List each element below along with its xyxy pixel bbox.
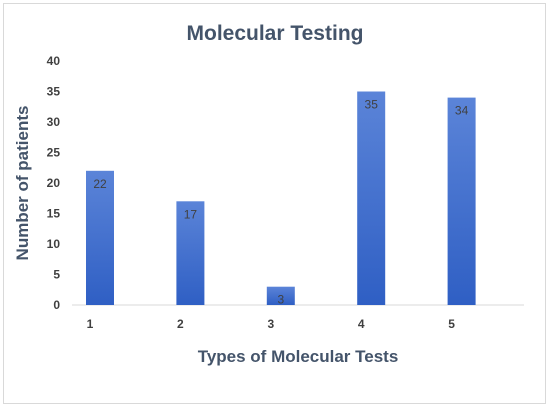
- y-tick-label: 30: [47, 115, 61, 129]
- bar-data-label: 22: [93, 177, 107, 191]
- x-tick-label: 1: [87, 317, 94, 331]
- y-axis-label: Number of patients: [13, 106, 32, 261]
- y-tick-label: 25: [47, 146, 61, 160]
- x-tick-label: 4: [358, 317, 365, 331]
- data-labels: 22 17 3 35 34: [93, 98, 468, 307]
- x-tick-label: 5: [448, 317, 455, 331]
- y-tick-label: 10: [47, 237, 61, 251]
- bar-data-label: 35: [365, 98, 379, 112]
- bar: [176, 201, 205, 305]
- y-tick-label: 35: [47, 85, 61, 99]
- chart-title: Molecular Testing: [187, 22, 364, 45]
- y-tick-labels: 0 5 10 15 20 25 30 35 40: [47, 54, 61, 312]
- y-tick-label: 40: [47, 54, 61, 68]
- y-tick-label: 0: [53, 298, 60, 312]
- y-tick-label: 20: [47, 176, 61, 190]
- bars: [86, 91, 476, 305]
- x-axis-label: Types of Molecular Tests: [198, 347, 399, 366]
- x-tick-label: 2: [177, 317, 184, 331]
- y-tick-label: 5: [53, 268, 60, 282]
- x-tick-labels: 1 2 3 4 5: [87, 317, 456, 331]
- bar-data-label: 17: [184, 207, 198, 221]
- bar-data-label: 3: [277, 293, 284, 307]
- bar: [266, 286, 295, 305]
- bar: [447, 97, 476, 305]
- bar-data-label: 34: [455, 104, 469, 118]
- bar: [357, 91, 386, 305]
- y-tick-label: 15: [47, 207, 61, 221]
- bar: [86, 170, 114, 305]
- x-tick-label: 3: [267, 317, 274, 331]
